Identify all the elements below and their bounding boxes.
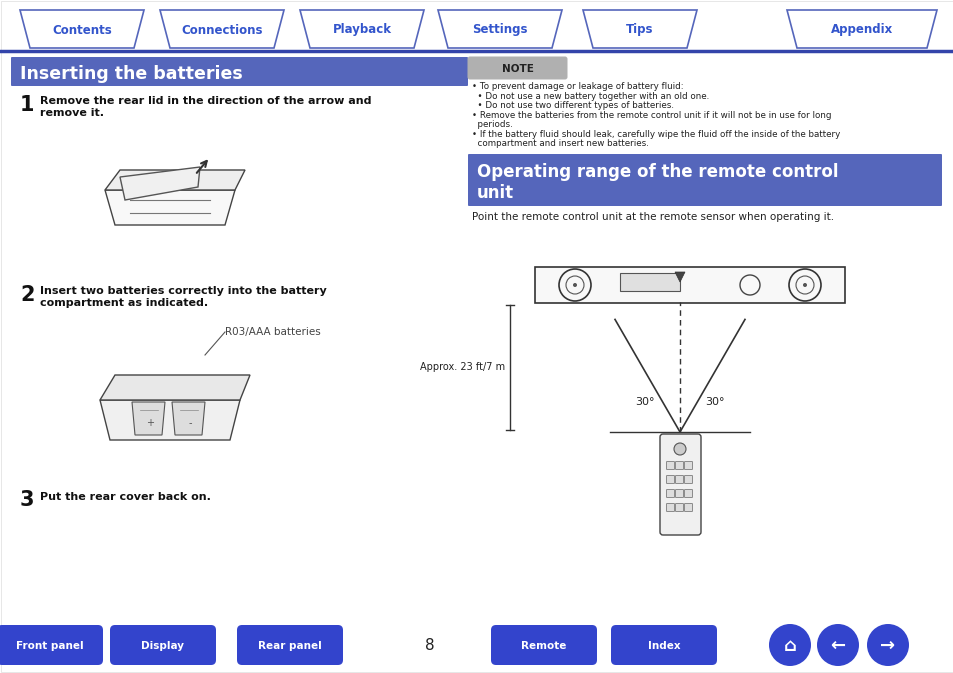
Text: Remove the rear lid in the direction of the arrow and: Remove the rear lid in the direction of … [40, 96, 371, 106]
Polygon shape [100, 375, 250, 400]
Text: 8: 8 [425, 637, 435, 653]
Text: • If the battery fluid should leak, carefully wipe the fluid off the inside of t: • If the battery fluid should leak, care… [472, 130, 840, 139]
Polygon shape [105, 190, 234, 225]
Circle shape [768, 624, 810, 666]
Polygon shape [675, 272, 684, 282]
FancyBboxPatch shape [110, 625, 215, 665]
FancyBboxPatch shape [666, 462, 674, 470]
Circle shape [673, 443, 685, 455]
Polygon shape [105, 170, 245, 190]
Polygon shape [100, 400, 240, 440]
FancyBboxPatch shape [619, 273, 679, 291]
FancyBboxPatch shape [675, 462, 682, 470]
Text: Inserting the batteries: Inserting the batteries [20, 65, 242, 83]
Text: Front panel: Front panel [16, 641, 84, 651]
FancyBboxPatch shape [491, 625, 597, 665]
FancyBboxPatch shape [0, 625, 103, 665]
Text: compartment as indicated.: compartment as indicated. [40, 298, 208, 308]
Text: unit: unit [476, 184, 514, 202]
Text: Tips: Tips [625, 24, 653, 36]
Text: Approx. 23 ft/7 m: Approx. 23 ft/7 m [419, 362, 504, 372]
FancyBboxPatch shape [11, 57, 468, 86]
Text: Connections: Connections [181, 24, 262, 36]
Text: 30°: 30° [704, 397, 723, 407]
Text: remove it.: remove it. [40, 108, 104, 118]
Text: Rear panel: Rear panel [258, 641, 321, 651]
Text: -: - [188, 418, 192, 428]
FancyBboxPatch shape [666, 476, 674, 483]
FancyBboxPatch shape [666, 489, 674, 497]
Text: +: + [146, 418, 153, 428]
Text: R03/AAA batteries: R03/AAA batteries [225, 327, 320, 337]
Text: 1: 1 [20, 95, 34, 115]
Polygon shape [120, 167, 200, 200]
FancyBboxPatch shape [610, 625, 717, 665]
Text: periods.: periods. [472, 120, 512, 129]
FancyBboxPatch shape [535, 267, 844, 303]
FancyBboxPatch shape [684, 476, 692, 483]
FancyBboxPatch shape [666, 503, 674, 511]
Text: Display: Display [141, 641, 184, 651]
Polygon shape [132, 402, 165, 435]
Circle shape [802, 283, 806, 287]
FancyBboxPatch shape [675, 489, 682, 497]
Text: NOTE: NOTE [501, 64, 534, 74]
Text: Insert two batteries correctly into the battery: Insert two batteries correctly into the … [40, 286, 327, 296]
Text: Point the remote control unit at the remote sensor when operating it.: Point the remote control unit at the rem… [472, 212, 833, 222]
FancyBboxPatch shape [684, 462, 692, 470]
Text: Appendix: Appendix [830, 24, 892, 36]
Text: Playback: Playback [333, 24, 391, 36]
Text: 3: 3 [20, 490, 34, 510]
FancyBboxPatch shape [467, 57, 567, 79]
Text: Remote: Remote [520, 641, 566, 651]
FancyBboxPatch shape [675, 503, 682, 511]
Text: • To prevent damage or leakage of battery fluid:: • To prevent damage or leakage of batter… [472, 82, 683, 91]
FancyBboxPatch shape [236, 625, 343, 665]
Text: ⌂: ⌂ [782, 637, 796, 655]
Text: 2: 2 [20, 285, 34, 305]
FancyBboxPatch shape [675, 476, 682, 483]
Text: Put the rear cover back on.: Put the rear cover back on. [40, 492, 211, 502]
Text: Settings: Settings [472, 24, 527, 36]
FancyBboxPatch shape [659, 434, 700, 535]
Text: Operating range of the remote control: Operating range of the remote control [476, 163, 838, 181]
Text: →: → [880, 637, 895, 655]
FancyBboxPatch shape [684, 503, 692, 511]
Text: • Do not use a new battery together with an old one.: • Do not use a new battery together with… [472, 92, 708, 101]
Text: 30°: 30° [635, 397, 654, 407]
Circle shape [573, 283, 577, 287]
Text: • Do not use two different types of batteries.: • Do not use two different types of batt… [472, 101, 673, 110]
Circle shape [816, 624, 858, 666]
FancyBboxPatch shape [468, 154, 941, 206]
Text: • Remove the batteries from the remote control unit if it will not be in use for: • Remove the batteries from the remote c… [472, 111, 831, 120]
FancyBboxPatch shape [684, 489, 692, 497]
Text: Contents: Contents [52, 24, 112, 36]
Circle shape [866, 624, 908, 666]
Text: compartment and insert new batteries.: compartment and insert new batteries. [472, 139, 648, 148]
Text: Index: Index [647, 641, 679, 651]
Text: ←: ← [829, 637, 844, 655]
Polygon shape [172, 402, 205, 435]
